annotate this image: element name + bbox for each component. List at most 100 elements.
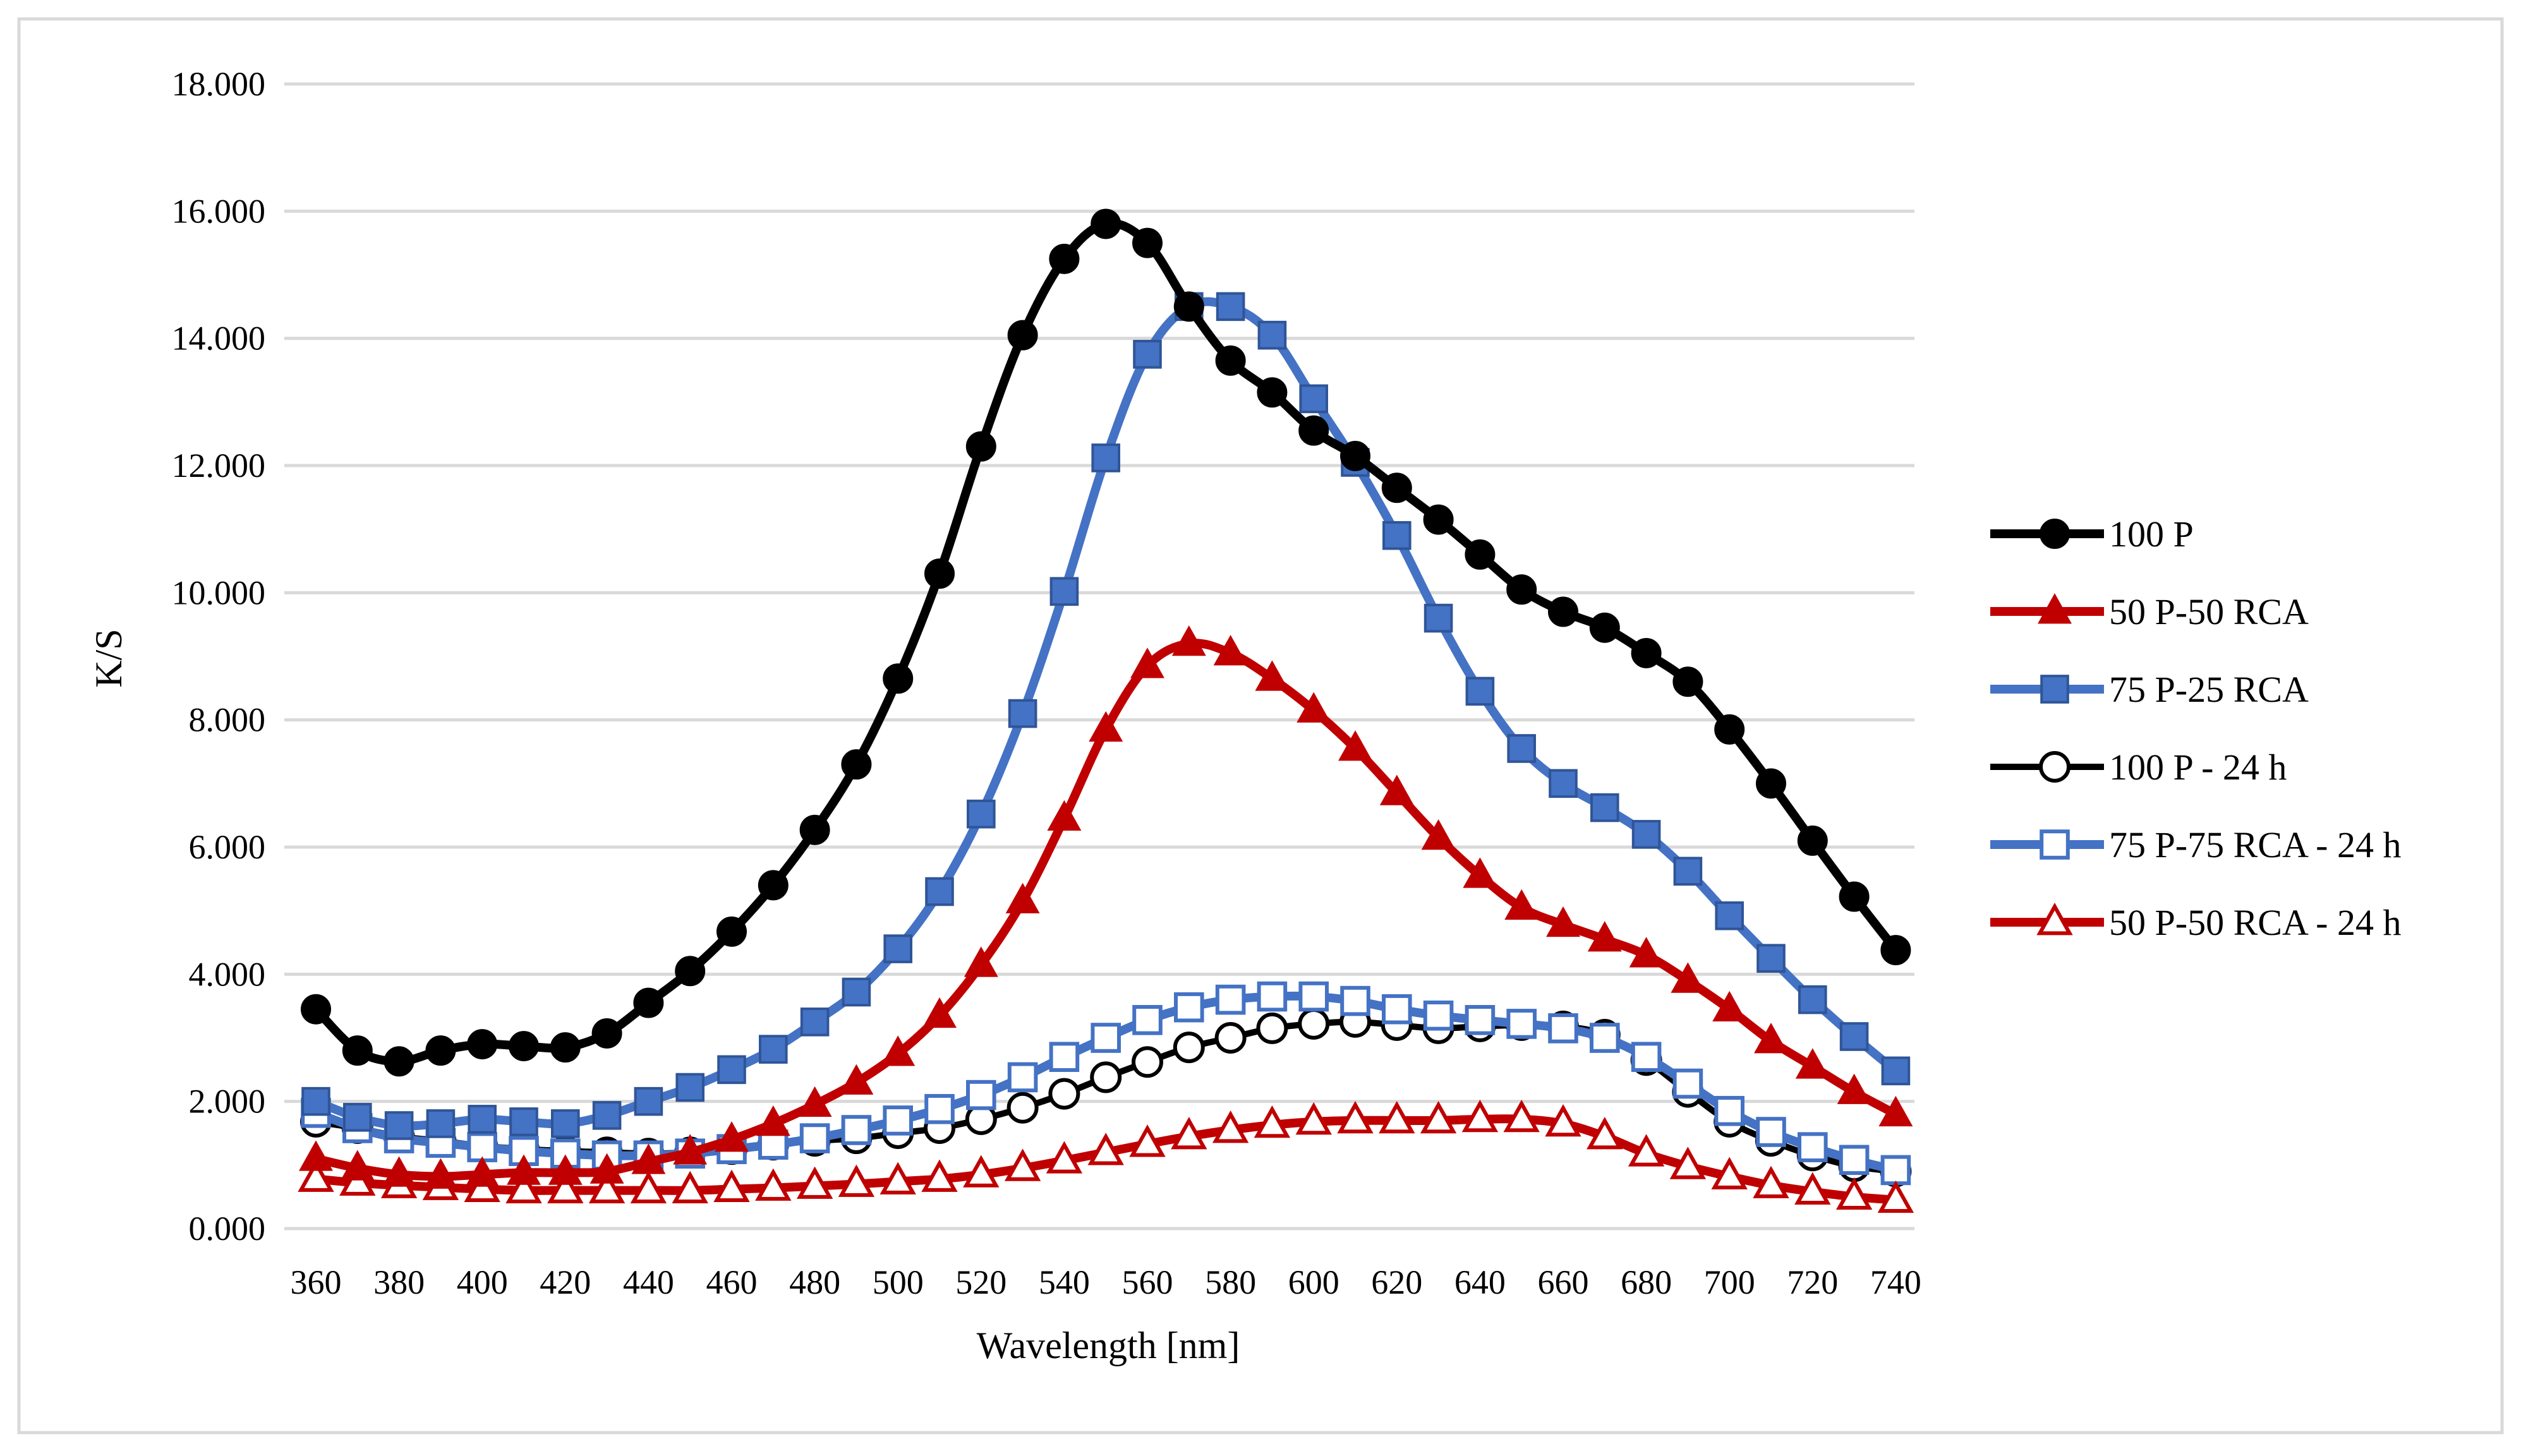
- series-1: [299, 625, 1913, 1189]
- data-point-marker: [1839, 881, 1870, 912]
- data-point-marker: [1299, 384, 1328, 414]
- data-point-marker: [1461, 1099, 1499, 1133]
- data-point-marker: [1090, 1061, 1122, 1093]
- data-point-marker: [1545, 1104, 1581, 1137]
- data-point-marker: [1379, 1100, 1415, 1134]
- legend-item: 100 P - 24 h: [1990, 747, 2287, 788]
- data-point-marker: [2039, 751, 2071, 783]
- data-point-marker: [1880, 1155, 1911, 1186]
- legend-item: 75 P-75 RCA - 24 h: [1990, 824, 2401, 865]
- data-point-marker: [759, 1035, 788, 1064]
- data-point-marker: [550, 1032, 581, 1063]
- data-point-marker: [509, 1136, 539, 1166]
- data-point-marker: [924, 558, 955, 589]
- data-point-marker: [505, 1170, 542, 1203]
- data-point-marker: [634, 1086, 663, 1116]
- legend-label: 50 P-50 RCA - 24 h: [2109, 902, 2401, 943]
- series-2: [301, 292, 1911, 1140]
- y-tick-label: 2.000: [189, 1083, 266, 1121]
- data-point-marker: [1171, 1117, 1207, 1150]
- x-tick-label: 480: [789, 1263, 840, 1301]
- data-point-marker: [1214, 1022, 1247, 1054]
- data-point-marker: [1587, 1117, 1623, 1150]
- data-point-marker: [799, 814, 830, 845]
- data-point-marker: [1171, 625, 1206, 656]
- y-tick-label: 14.000: [172, 320, 266, 358]
- data-point-marker: [1337, 1100, 1374, 1134]
- data-point-marker: [1877, 1180, 1914, 1213]
- data-point-marker: [755, 1168, 792, 1201]
- x-tick-label: 740: [1870, 1263, 1921, 1301]
- data-point-marker: [547, 1170, 584, 1203]
- data-point-marker: [1297, 692, 1331, 723]
- data-point-marker: [2040, 519, 2070, 549]
- x-tick-label: 640: [1454, 1263, 1506, 1301]
- y-tick-label: 18.000: [172, 65, 266, 103]
- data-point-marker: [633, 987, 664, 1018]
- data-point-marker: [713, 1169, 750, 1202]
- data-point-marker: [1715, 901, 1744, 930]
- data-point-marker: [1753, 1165, 1789, 1198]
- data-point-marker: [1004, 1148, 1041, 1181]
- data-point-marker: [588, 1170, 626, 1203]
- data-point-marker: [1756, 944, 1786, 973]
- data-point-marker: [1503, 1099, 1540, 1133]
- data-point-marker: [1587, 921, 1622, 952]
- data-point-marker: [717, 1055, 746, 1085]
- data-point-marker: [716, 916, 747, 947]
- data-point-marker: [842, 977, 871, 1007]
- data-point-marker: [1215, 984, 1246, 1015]
- data-point-marker: [1212, 1110, 1249, 1143]
- data-point-marker: [1255, 660, 1290, 691]
- data-point-marker: [1546, 906, 1580, 937]
- data-point-marker: [1465, 1005, 1496, 1035]
- data-point-marker: [1839, 1022, 1869, 1051]
- data-point-marker: [1256, 1012, 1288, 1044]
- data-point-marker: [1005, 882, 1040, 913]
- data-point-marker: [715, 1121, 749, 1152]
- data-point-marker: [1257, 981, 1288, 1012]
- data-point-marker: [1423, 1000, 1454, 1031]
- x-tick-label: 380: [373, 1263, 425, 1301]
- data-point-marker: [672, 1170, 708, 1203]
- x-tick-label: 400: [457, 1263, 508, 1301]
- data-point-marker: [967, 799, 996, 829]
- x-tick-label: 660: [1538, 1263, 1589, 1301]
- data-point-marker: [964, 946, 998, 977]
- x-tick-label: 360: [291, 1263, 342, 1301]
- data-point-marker: [2038, 593, 2072, 624]
- data-point-marker: [425, 1035, 456, 1066]
- data-point-marker: [1424, 603, 1453, 633]
- data-point-marker: [1835, 1177, 1873, 1210]
- data-point-marker: [1629, 937, 1664, 968]
- series-group: [298, 208, 1914, 1213]
- data-point-marker: [1091, 443, 1121, 472]
- series-0: [301, 208, 1911, 1077]
- data-point-marker: [1631, 1042, 1662, 1073]
- data-point-marker: [1463, 857, 1497, 888]
- data-point-marker: [1506, 574, 1537, 605]
- data-point-marker: [1590, 793, 1619, 822]
- data-point-marker: [921, 1159, 958, 1192]
- data-point-marker: [1382, 520, 1412, 550]
- data-point-marker: [1795, 1048, 1830, 1079]
- data-point-marker: [1213, 635, 1248, 666]
- data-point-marker: [1173, 1032, 1205, 1064]
- data-point-marker: [1132, 1005, 1163, 1035]
- y-tick-label: 16.000: [172, 192, 266, 230]
- x-tick-label: 580: [1205, 1263, 1256, 1301]
- data-point-marker: [468, 1105, 497, 1134]
- x-tick-label: 560: [1122, 1263, 1173, 1301]
- data-point-marker: [797, 1086, 832, 1117]
- data-point-marker: [423, 1158, 458, 1189]
- data-point-marker: [1295, 1102, 1332, 1135]
- data-point-marker: [796, 1166, 833, 1199]
- data-point-marker: [467, 1029, 498, 1060]
- data-point-marker: [2040, 829, 2070, 860]
- data-point-marker: [1087, 1133, 1124, 1165]
- data-point-marker: [1382, 994, 1412, 1025]
- data-point-marker: [1007, 1062, 1038, 1093]
- data-point-marker: [1132, 1046, 1163, 1078]
- data-point-marker: [1589, 612, 1620, 643]
- data-point-marker: [1173, 291, 1204, 322]
